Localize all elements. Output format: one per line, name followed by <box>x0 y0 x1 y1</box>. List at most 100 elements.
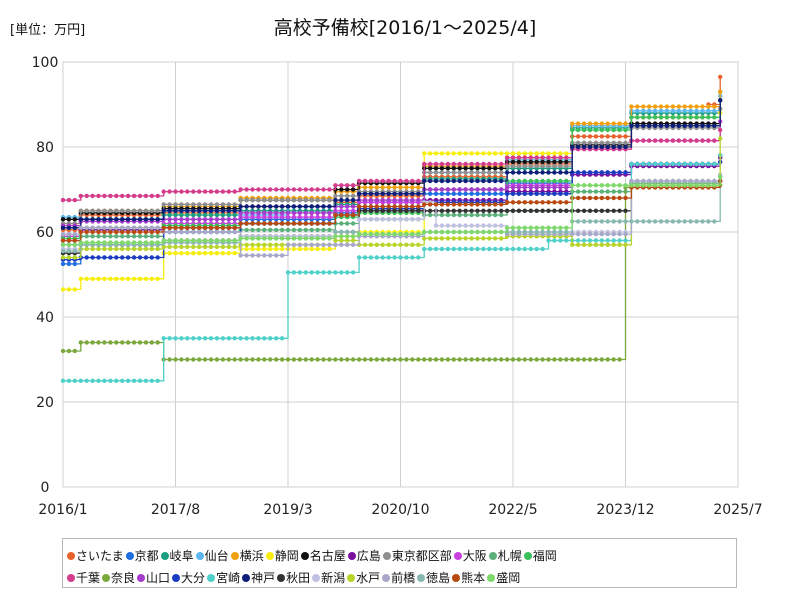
legend-row: さいたま 京都 岐阜 仙台 横浜 静岡 名古屋 広島 東京都区部 大阪 札幌 福岡 <box>67 544 559 564</box>
data-point <box>214 357 220 362</box>
data-point <box>463 223 468 228</box>
data-point <box>66 217 72 222</box>
legend-item: 横浜 <box>230 547 264 564</box>
legend-label: さいたま <box>76 549 124 563</box>
data-point <box>214 225 220 230</box>
data-point <box>333 229 338 235</box>
y-tick-label: 60 <box>36 225 54 241</box>
data-point <box>712 104 717 109</box>
data-point <box>167 189 172 194</box>
data-point <box>244 187 249 192</box>
data-point <box>191 212 196 218</box>
data-point <box>670 104 676 109</box>
data-point <box>398 191 403 196</box>
data-point <box>96 208 101 213</box>
data-point <box>380 191 385 196</box>
legend-marker <box>382 573 391 582</box>
data-point <box>593 121 599 126</box>
data-point <box>487 191 492 196</box>
data-point <box>350 234 356 239</box>
legend-label: 徳島 <box>426 571 451 585</box>
data-point <box>605 195 610 201</box>
data-point <box>516 159 522 165</box>
data-point <box>404 178 409 184</box>
data-point <box>380 208 385 213</box>
data-point <box>611 121 616 126</box>
data-point <box>422 202 427 207</box>
data-point <box>374 185 379 190</box>
legend-label: 福岡 <box>532 549 557 563</box>
data-point <box>481 208 486 213</box>
data-point <box>493 229 498 235</box>
data-point <box>96 225 101 230</box>
legend-marker <box>453 551 462 560</box>
data-point <box>575 219 581 224</box>
data-point <box>327 214 332 220</box>
data-point <box>345 229 350 235</box>
data-point <box>250 204 255 209</box>
data-point <box>433 187 439 192</box>
data-point <box>682 183 687 188</box>
data-point <box>185 212 190 218</box>
data-point <box>374 197 379 203</box>
data-point <box>244 214 249 220</box>
data-point <box>131 193 137 199</box>
legend-item: 東京都区部 <box>382 547 452 564</box>
legend-marker <box>160 551 169 560</box>
data-point <box>499 246 504 252</box>
data-point <box>191 189 196 194</box>
data-point <box>208 189 214 194</box>
data-point <box>404 217 409 222</box>
data-point <box>670 138 676 143</box>
data-point <box>475 151 480 156</box>
data-point <box>274 236 279 241</box>
data-point <box>84 255 89 260</box>
data-point <box>647 123 652 128</box>
series-宮崎 <box>60 153 723 383</box>
data-point <box>179 238 184 243</box>
data-point <box>90 229 95 235</box>
data-point <box>161 202 166 207</box>
data-point <box>202 244 208 250</box>
data-point <box>552 163 557 169</box>
legend-label: 新潟 <box>321 571 346 585</box>
legend-label: 広島 <box>356 549 381 563</box>
data-point <box>362 255 368 260</box>
data-point <box>315 242 320 247</box>
data-point <box>398 204 403 209</box>
data-point <box>439 246 445 252</box>
data-point <box>226 189 231 194</box>
data-point <box>427 151 433 156</box>
data-point <box>510 159 516 165</box>
data-point <box>374 208 379 213</box>
data-point <box>120 255 125 260</box>
data-point <box>658 138 664 143</box>
data-point <box>475 178 480 184</box>
data-point <box>167 244 172 250</box>
data-point <box>422 357 427 362</box>
data-point <box>534 225 539 230</box>
data-point <box>72 242 78 247</box>
data-point <box>611 134 616 139</box>
data-point <box>564 191 569 196</box>
data-point <box>422 178 427 184</box>
data-point <box>635 183 640 188</box>
data-point <box>191 225 196 230</box>
data-point <box>469 161 474 167</box>
data-point <box>155 208 160 213</box>
data-point <box>321 204 326 209</box>
legend-label: 岐阜 <box>169 549 194 563</box>
data-point <box>262 214 267 220</box>
data-point <box>84 234 89 239</box>
legend-marker <box>265 551 274 560</box>
data-point <box>339 183 344 188</box>
data-point <box>510 151 516 156</box>
data-point <box>575 238 581 243</box>
legend-marker <box>523 551 532 560</box>
data-point <box>575 195 581 201</box>
data-point <box>345 242 350 247</box>
data-point <box>268 253 273 258</box>
data-point <box>433 229 439 235</box>
data-point <box>534 155 539 160</box>
data-point <box>262 242 267 247</box>
